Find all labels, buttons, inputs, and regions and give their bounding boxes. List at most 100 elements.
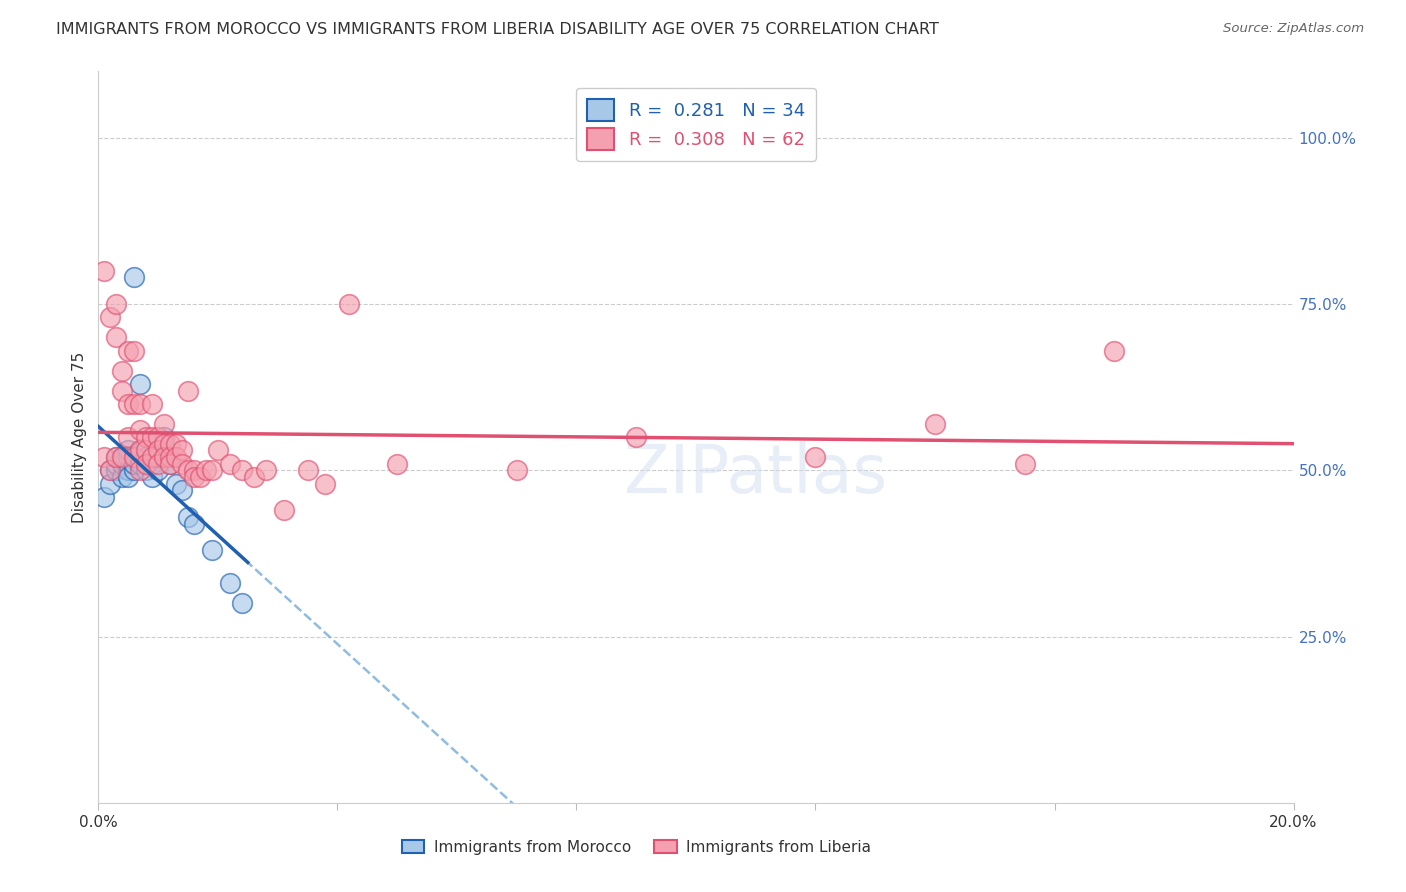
- Point: [804, 450, 827, 464]
- Point: [219, 576, 242, 591]
- Point: [117, 450, 139, 464]
- Point: [626, 430, 648, 444]
- Point: [195, 463, 218, 477]
- Point: [98, 310, 122, 325]
- Point: [111, 384, 134, 398]
- Point: [105, 463, 128, 477]
- Point: [172, 457, 194, 471]
- Point: [141, 470, 163, 484]
- Point: [98, 463, 122, 477]
- Point: [177, 463, 200, 477]
- Point: [924, 417, 946, 431]
- Text: ZIPatlas: ZIPatlas: [624, 441, 887, 507]
- Point: [111, 450, 134, 464]
- Point: [148, 450, 170, 464]
- Point: [231, 596, 253, 610]
- Point: [183, 516, 205, 531]
- Point: [172, 443, 194, 458]
- Point: [141, 457, 163, 471]
- Point: [148, 430, 170, 444]
- Point: [135, 463, 157, 477]
- Point: [93, 490, 115, 504]
- Point: [1104, 343, 1126, 358]
- Point: [98, 463, 122, 477]
- Point: [117, 470, 139, 484]
- Point: [117, 343, 139, 358]
- Point: [148, 443, 170, 458]
- Point: [159, 436, 181, 450]
- Point: [153, 436, 176, 450]
- Point: [117, 463, 139, 477]
- Legend: Immigrants from Morocco, Immigrants from Liberia: Immigrants from Morocco, Immigrants from…: [395, 834, 877, 861]
- Point: [315, 476, 337, 491]
- Point: [506, 463, 529, 477]
- Point: [165, 436, 187, 450]
- Point: [135, 457, 157, 471]
- Point: [159, 450, 181, 464]
- Point: [243, 470, 266, 484]
- Point: [135, 430, 157, 444]
- Point: [165, 450, 187, 464]
- Point: [159, 457, 181, 471]
- Point: [183, 463, 205, 477]
- Point: [124, 463, 146, 477]
- Point: [148, 463, 170, 477]
- Point: [201, 543, 224, 558]
- Point: [177, 509, 200, 524]
- Point: [129, 397, 152, 411]
- Point: [105, 450, 128, 464]
- Point: [129, 443, 152, 458]
- Point: [105, 297, 128, 311]
- Point: [141, 430, 163, 444]
- Point: [254, 463, 277, 477]
- Text: Source: ZipAtlas.com: Source: ZipAtlas.com: [1223, 22, 1364, 36]
- Point: [1014, 457, 1036, 471]
- Point: [111, 470, 134, 484]
- Point: [105, 330, 128, 344]
- Point: [124, 270, 146, 285]
- Point: [231, 463, 253, 477]
- Point: [219, 457, 242, 471]
- Point: [129, 457, 152, 471]
- Point: [111, 457, 134, 471]
- Point: [172, 483, 194, 498]
- Point: [129, 463, 152, 477]
- Point: [148, 457, 170, 471]
- Point: [339, 297, 361, 311]
- Point: [141, 450, 163, 464]
- Point: [93, 450, 115, 464]
- Point: [129, 443, 152, 458]
- Point: [117, 430, 139, 444]
- Point: [105, 450, 128, 464]
- Text: IMMIGRANTS FROM MOROCCO VS IMMIGRANTS FROM LIBERIA DISABILITY AGE OVER 75 CORREL: IMMIGRANTS FROM MOROCCO VS IMMIGRANTS FR…: [56, 22, 939, 37]
- Point: [98, 476, 122, 491]
- Point: [93, 264, 115, 278]
- Point: [124, 450, 146, 464]
- Point: [124, 343, 146, 358]
- Point: [188, 470, 211, 484]
- Point: [153, 417, 176, 431]
- Point: [111, 450, 134, 464]
- Point: [135, 450, 157, 464]
- Point: [385, 457, 409, 471]
- Point: [105, 457, 128, 471]
- Point: [183, 470, 205, 484]
- Point: [135, 443, 157, 458]
- Y-axis label: Disability Age Over 75: Disability Age Over 75: [72, 351, 87, 523]
- Point: [159, 457, 181, 471]
- Point: [153, 430, 176, 444]
- Point: [141, 397, 163, 411]
- Point: [297, 463, 319, 477]
- Point: [117, 397, 139, 411]
- Point: [201, 463, 224, 477]
- Point: [207, 443, 229, 458]
- Point: [165, 476, 187, 491]
- Point: [273, 503, 295, 517]
- Point: [124, 457, 146, 471]
- Point: [111, 363, 134, 377]
- Point: [129, 376, 152, 391]
- Point: [153, 450, 176, 464]
- Point: [117, 443, 139, 458]
- Point: [177, 384, 200, 398]
- Point: [124, 397, 146, 411]
